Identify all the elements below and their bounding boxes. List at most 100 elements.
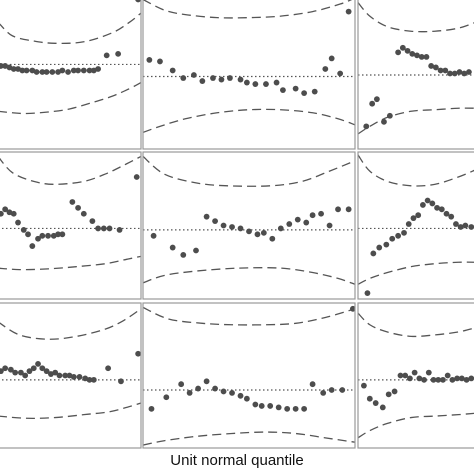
data-point: [157, 58, 163, 65]
data-point: [237, 392, 244, 399]
data-point: [335, 206, 341, 213]
data-point: [432, 64, 439, 71]
data-point: [43, 69, 50, 75]
data-point: [90, 376, 97, 383]
data-point: [284, 405, 291, 412]
upper-envelope-curve: [358, 2, 474, 33]
data-point: [148, 405, 155, 412]
data-point: [133, 174, 140, 180]
panels-layer: [0, 0, 474, 446]
data-point: [434, 204, 440, 211]
data-point: [424, 197, 431, 204]
data-point: [29, 243, 36, 249]
data-point: [379, 404, 386, 411]
data-point: [227, 75, 233, 81]
data-point: [438, 206, 445, 213]
data-point: [328, 387, 335, 393]
panel-frames: [0, 0, 474, 449]
data-point: [337, 70, 344, 77]
data-point: [286, 221, 293, 227]
lower-envelope-curve: [0, 81, 141, 115]
data-point: [116, 227, 123, 233]
lower-envelope-curve: [358, 261, 474, 285]
upper-envelope-curve: [0, 308, 141, 340]
data-point: [39, 232, 46, 239]
panel-2-1: [0, 155, 141, 271]
data-point: [103, 52, 110, 59]
data-point: [328, 55, 335, 62]
data-point: [457, 224, 464, 230]
data-point: [180, 252, 187, 258]
data-point: [423, 53, 430, 60]
data-point: [320, 390, 327, 396]
data-point: [49, 69, 56, 75]
panel-1-3: [358, 2, 474, 135]
data-point: [59, 231, 66, 238]
data-point: [169, 244, 176, 251]
data-point: [220, 388, 227, 395]
data-point: [405, 221, 412, 227]
data-point: [146, 57, 153, 63]
data-point: [267, 403, 274, 409]
data-point: [311, 88, 318, 95]
data-point: [451, 70, 458, 77]
data-point: [437, 67, 444, 74]
x-axis-label: Unit normal quantile: [170, 452, 304, 469]
data-point: [428, 63, 435, 69]
lower-envelope-curve: [0, 255, 141, 271]
data-point: [301, 405, 308, 412]
data-point: [363, 123, 370, 130]
data-point: [376, 244, 383, 251]
data-point: [416, 375, 423, 382]
data-point: [23, 67, 30, 74]
data-point: [218, 76, 225, 83]
data-point: [243, 79, 250, 86]
data-point: [193, 247, 199, 254]
data-point: [26, 368, 33, 375]
data-point: [294, 216, 301, 223]
data-point: [10, 210, 17, 217]
data-point: [52, 369, 59, 376]
data-point: [425, 369, 432, 376]
data-point: [229, 224, 235, 230]
data-point: [466, 69, 472, 75]
panel-3-3: [358, 312, 474, 439]
data-point: [59, 67, 66, 74]
data-point: [135, 350, 141, 357]
data-point: [115, 50, 122, 57]
data-point: [444, 372, 451, 379]
upper-envelope-curve: [143, 306, 355, 326]
data-point: [447, 70, 453, 77]
data-point: [414, 52, 420, 59]
data-point: [195, 385, 202, 392]
data-point: [254, 231, 261, 238]
data-point: [369, 100, 376, 107]
upper-envelope-curve: [0, 12, 141, 45]
data-point: [2, 365, 9, 372]
data-point: [280, 87, 286, 94]
data-point: [453, 221, 459, 227]
data-point: [440, 376, 446, 383]
data-point: [395, 232, 402, 239]
data-point: [385, 391, 392, 398]
data-point: [75, 204, 81, 211]
data-point: [258, 403, 265, 409]
lower-envelope-curve: [143, 431, 355, 446]
data-point: [421, 376, 427, 383]
data-point: [252, 401, 259, 408]
data-point: [12, 369, 19, 376]
panel-frame: [0, 0, 142, 150]
data-point: [468, 224, 474, 230]
data-point: [373, 96, 380, 103]
data-point: [364, 290, 371, 297]
data-point: [252, 81, 259, 87]
panel-frame: [142, 151, 356, 300]
panel-2-3: [358, 154, 474, 297]
data-point: [163, 394, 170, 401]
data-point: [366, 395, 373, 402]
data-point: [372, 400, 379, 406]
data-point: [386, 112, 393, 119]
data-point: [318, 210, 324, 217]
data-point: [454, 375, 461, 382]
data-point: [203, 378, 210, 385]
